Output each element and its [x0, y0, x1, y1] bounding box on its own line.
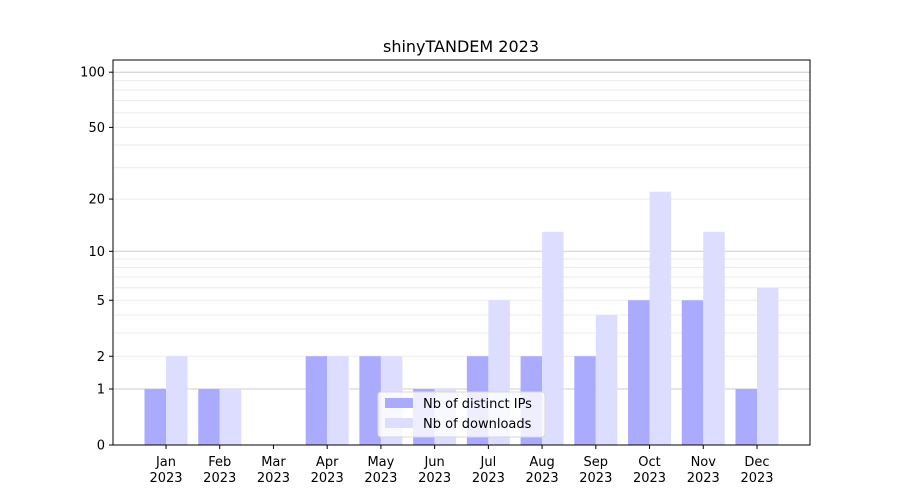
y-tick-label: 10	[88, 245, 105, 260]
x-tick-label: Dec 2023	[740, 455, 773, 486]
y-tick-label: 50	[88, 121, 105, 136]
y-tick-label: 2	[97, 350, 105, 365]
bar-downloads	[703, 231, 725, 445]
x-tick-label: Aug 2023	[526, 455, 559, 486]
x-tick-label: Nov 2023	[687, 455, 720, 486]
bar-downloads	[166, 356, 188, 445]
y-tick-label: 5	[97, 294, 105, 309]
bar-downloads	[757, 287, 779, 445]
x-tick-label: Jan 2023	[149, 455, 182, 486]
legend-box	[377, 391, 546, 438]
x-tick-label: Jul 2023	[472, 455, 505, 486]
x-tick-label: Jun 2023	[418, 455, 451, 486]
bar-distinct-ips	[144, 389, 166, 445]
y-tick-label: 20	[88, 193, 105, 208]
x-tick-label: May 2023	[364, 455, 397, 486]
bar-downloads	[595, 314, 618, 445]
bar-distinct-ips	[735, 389, 757, 445]
y-tick-label: 1	[97, 383, 105, 398]
y-tick-label: 100	[80, 66, 105, 81]
bar-distinct-ips	[198, 389, 220, 445]
bar-distinct-ips	[628, 300, 650, 445]
bar-distinct-ips	[359, 356, 381, 445]
legend-swatch	[385, 418, 413, 428]
y-tick-label: 0	[97, 439, 105, 454]
bar-downloads	[219, 389, 242, 445]
bar-downloads	[542, 231, 564, 445]
bar-downloads	[327, 356, 349, 445]
legend-label: Nb of downloads	[423, 417, 532, 432]
x-tick-label: Sep 2023	[579, 455, 612, 486]
x-tick-label: Mar 2023	[257, 455, 290, 486]
x-tick-label: Feb 2023	[203, 455, 236, 486]
legend-swatch	[385, 398, 413, 408]
legend-label: Nb of distinct IPs	[423, 397, 532, 412]
x-tick-label: Oct 2023	[633, 455, 666, 486]
legend: Nb of distinct IPs Nb of downloads	[377, 391, 546, 438]
plot-frame	[112, 59, 811, 446]
chart-title: shinyTANDEM 2023	[383, 37, 539, 56]
bar-distinct-ips	[574, 356, 596, 445]
bar-distinct-ips	[305, 356, 328, 445]
bar-downloads	[649, 191, 672, 445]
x-tick-label: Apr 2023	[311, 455, 344, 486]
bar-distinct-ips	[681, 300, 704, 445]
